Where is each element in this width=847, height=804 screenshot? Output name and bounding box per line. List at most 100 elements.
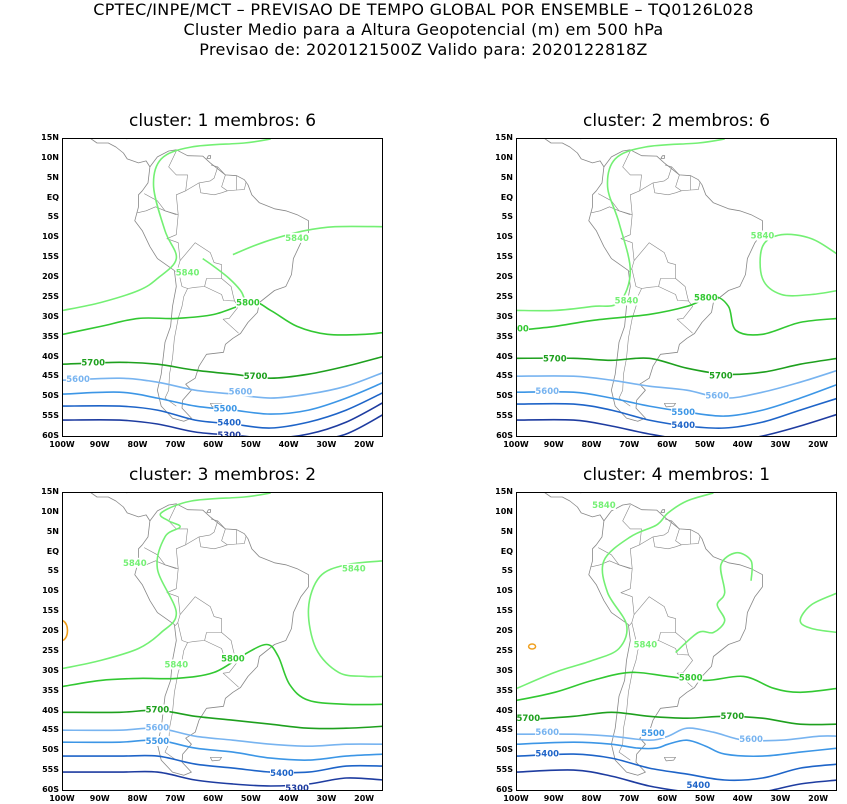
lat-tick-label: 5S [487, 566, 513, 576]
lon-tick-label: 90W [85, 440, 115, 450]
contour-label: 5840 [592, 501, 616, 511]
contour-label: 5840 [342, 565, 366, 575]
contour-label: 5700 [146, 706, 170, 716]
contour-label: 5400 [671, 421, 695, 431]
contour-c5840-west [63, 139, 271, 310]
contour-c5600 [63, 728, 383, 746]
lat-tick-label: EQ [33, 547, 59, 557]
lon-tick-label: 80W [123, 440, 153, 450]
country-border [591, 561, 630, 569]
contour-label: 5600 [535, 728, 559, 738]
lat-tick-label: 40S [487, 352, 513, 362]
contour-c5800 [63, 302, 383, 335]
contour-orange-ring [529, 644, 536, 649]
lat-tick-label: 30S [33, 666, 59, 676]
panel-title: cluster: 1 membros: 6 [62, 111, 383, 131]
country-border [640, 519, 672, 545]
contour-c5840-central [676, 553, 753, 653]
contour-label: 5600 [739, 735, 763, 745]
lat-tick-label: 45S [487, 725, 513, 735]
country-border [186, 165, 218, 191]
contour-c5840-west [63, 493, 271, 668]
lat-tick-label: EQ [33, 193, 59, 203]
lat-tick-label: 25S [487, 292, 513, 302]
lat-tick-label: 10N [487, 153, 513, 163]
lat-tick-label: 15S [487, 606, 513, 616]
contour-c5840-east [308, 561, 383, 677]
lat-tick-label: 20S [487, 626, 513, 636]
lat-tick-label: 50S [33, 745, 59, 755]
contour-label: 5700 [709, 371, 733, 381]
country-border [186, 519, 218, 545]
contour-label: 5800 [236, 299, 260, 309]
lat-tick-label: 35S [487, 686, 513, 696]
contour-c5600 [63, 372, 383, 398]
lon-tick-label: 80W [577, 440, 607, 450]
contour-label: 5500 [146, 737, 170, 747]
panel-title: cluster: 2 membros: 6 [516, 111, 837, 131]
contour-c5400 [517, 754, 837, 780]
country-border [621, 215, 634, 272]
coastline-south-america [589, 504, 763, 776]
contour-label: 5700 [517, 714, 540, 724]
lon-tick-label: 60W [198, 440, 228, 450]
contour-label: 5500 [671, 408, 695, 418]
lat-tick-label: 5N [487, 527, 513, 537]
lat-tick-label: 55S [33, 765, 59, 775]
contour-label: 5800 [679, 674, 703, 684]
country-border [691, 536, 701, 544]
coastline-central-america [517, 139, 604, 167]
contour-c5600 [517, 728, 837, 741]
contour-label: 5800 [694, 294, 718, 304]
lat-tick-label: 15S [33, 252, 59, 262]
contour-label: 5700 [244, 372, 268, 382]
lon-tick-label: 20W [349, 440, 379, 450]
contour-c5800 [517, 672, 837, 700]
panel-title: cluster: 4 membros: 1 [516, 465, 837, 485]
lat-tick-label: 40S [33, 706, 59, 716]
lat-tick-label: 35S [33, 332, 59, 342]
lon-tick-label: 100W [501, 440, 531, 450]
country-border [199, 183, 227, 195]
country-border [137, 207, 176, 215]
contour-c5840-east [760, 234, 837, 296]
country-border [598, 151, 641, 215]
lon-tick-label: 40W [274, 440, 304, 450]
lon-tick-label: 30W [311, 440, 341, 450]
contour-c5700 [63, 710, 383, 728]
lat-tick-label: 55S [487, 765, 513, 775]
country-border [178, 243, 222, 289]
lat-tick-label: 10S [487, 586, 513, 596]
coastline-island [661, 510, 665, 513]
lat-tick-label: 10S [33, 586, 59, 596]
lat-tick-label: 10S [487, 232, 513, 242]
lat-tick-label: 50S [487, 391, 513, 401]
map-svg: 5840584058005700570056005600550054005800 [517, 139, 837, 437]
lat-tick-label: 15N [487, 133, 513, 143]
country-border [205, 633, 235, 655]
lat-tick-label: 15S [33, 606, 59, 616]
coastline-central-america [63, 139, 150, 167]
lon-tick-label: 100W [47, 440, 77, 450]
coastline-south-america [135, 150, 309, 422]
contour-label: 5400 [535, 750, 559, 760]
lat-tick-label: 50S [33, 391, 59, 401]
lat-tick-label: 10N [487, 507, 513, 517]
contour-label: 5840 [285, 234, 309, 244]
contour-label: 5300 [217, 431, 241, 437]
lat-tick-label: 30S [33, 312, 59, 322]
contour-c5500 [63, 740, 383, 760]
header-subtitle: Cluster Medio para a Altura Geopotencial… [0, 20, 847, 40]
coastline-central-america [63, 493, 150, 521]
contour-label: 5600 [229, 387, 253, 397]
lon-tick-label: 30W [765, 440, 795, 450]
contour-c5840-west [517, 493, 713, 688]
coastline-island [661, 156, 665, 159]
lat-tick-label: 35S [33, 686, 59, 696]
lat-tick-label: 5S [33, 566, 59, 576]
country-border [653, 183, 681, 195]
